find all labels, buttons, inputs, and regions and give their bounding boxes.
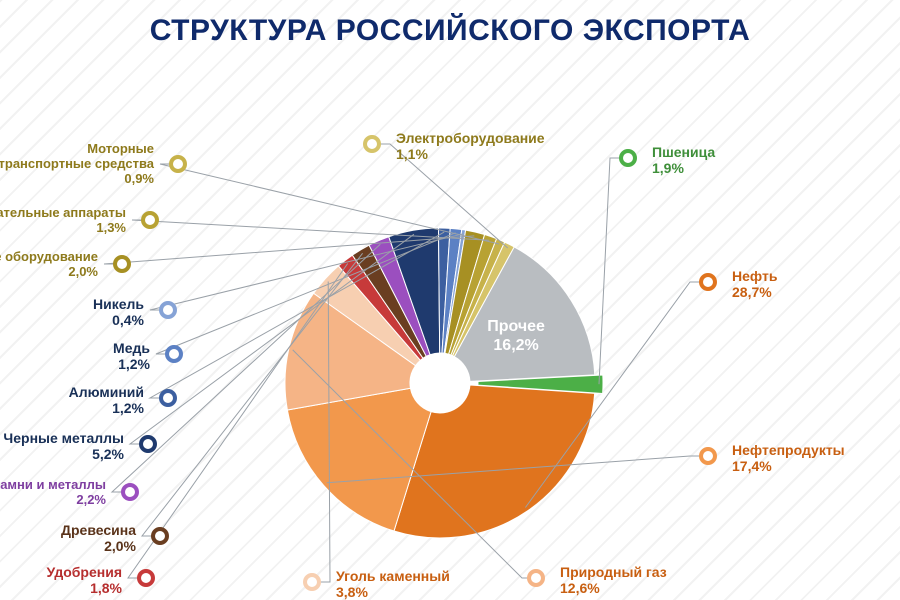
callout-ring-aircraft xyxy=(141,211,159,229)
callout-ring-wheat xyxy=(619,149,637,167)
slice-other-name: Прочее xyxy=(487,318,545,335)
callout-name-ferrous: Черные металлы xyxy=(3,430,124,446)
callout-label-wood: Древесина2,0% xyxy=(61,522,136,554)
callout-ring-ferrous xyxy=(139,435,157,453)
callout-value-gas: 12,6% xyxy=(560,580,600,596)
callout-ring-fert xyxy=(137,569,155,587)
callout-ring-gems xyxy=(121,483,139,501)
callout-name-eleceq: Электроборудование xyxy=(396,130,545,146)
callout-ring-oilprod xyxy=(699,447,717,465)
callout-name-oilprod: Нефтепродукты xyxy=(732,442,845,458)
callout-name-motor: Моторные xyxy=(87,141,154,156)
callout-label-alu: Алюминий1,2% xyxy=(69,384,144,416)
slice-other-label: Прочее 16,2% xyxy=(461,317,571,355)
callout-ring-alu xyxy=(159,389,177,407)
callout-name-aircraft: Летательные аппараты xyxy=(0,205,126,220)
callout-name-oil: Нефть xyxy=(732,268,777,284)
callout-value-copper: 1,2% xyxy=(118,356,150,372)
callout-value-oilprod: 17,4% xyxy=(732,458,772,474)
callout-label-ferrous: Черные металлы5,2% xyxy=(3,430,124,462)
callout-value-motor: 0,9% xyxy=(124,171,154,186)
callout-value-oil: 28,7% xyxy=(732,284,772,300)
callout-name-wood: Древесина xyxy=(61,522,136,538)
callout-name-fert: Удобрения xyxy=(47,564,122,580)
callout-label-eleceq: Электроборудование1,1% xyxy=(396,130,545,162)
callout-ring-motor xyxy=(169,155,187,173)
callout-ring-wood xyxy=(151,527,169,545)
callout-ring-coal xyxy=(303,573,321,591)
leader-motor xyxy=(160,164,499,244)
callout-value-coal: 3,8% xyxy=(336,584,368,600)
callout-value-alu: 1,2% xyxy=(112,400,144,416)
callout-name-alu: Алюминий xyxy=(69,384,144,400)
slice-other-value: 16,2% xyxy=(493,337,538,354)
callout-label-wheat: Пшеница1,9% xyxy=(652,144,715,176)
callout-label-oil: Нефть28,7% xyxy=(732,268,777,300)
callout-label-gas: Природный газ12,6% xyxy=(560,564,667,596)
pie-chart: Прочее 16,2% Пшеница1,9% Нефть28,7% Нефтепро… xyxy=(0,48,900,600)
callout-label-copper: Медь1,2% xyxy=(113,340,150,372)
callout-value-gems: 2,2% xyxy=(76,492,106,507)
callout-value-ferrous: 5,2% xyxy=(92,446,124,462)
callout-label-gems: Драг. камни и металлы2,2% xyxy=(0,478,106,508)
callout-name-gas: Природный газ xyxy=(560,564,667,580)
callout-label-nickel: Никель0,4% xyxy=(93,296,144,328)
chart-title: СТРУКТУРА РОССИЙСКОГО ЭКСПОРТА xyxy=(0,0,900,48)
callout-name-gems: Драг. камни и металлы xyxy=(0,477,106,492)
callout-value-aircraft: 1,3% xyxy=(96,220,126,235)
callout-label-oilprod: Нефтепродукты17,4% xyxy=(732,442,845,474)
callout-label-fert: Удобрения1,8% xyxy=(47,564,122,596)
callout-ring-gas xyxy=(527,569,545,587)
callout-ring-oil xyxy=(699,273,717,291)
callout-ring-mecheq xyxy=(113,255,131,273)
callout-value-mecheq: 2,0% xyxy=(68,264,98,279)
callout-name-coal: Уголь каменный xyxy=(336,568,450,584)
callout-value-wood: 2,0% xyxy=(104,538,136,554)
leader-wheat xyxy=(599,158,628,384)
donut-hole xyxy=(410,353,470,413)
callout-name-nickel: Никель xyxy=(93,296,144,312)
callout-label-coal: Уголь каменный3,8% xyxy=(336,568,450,600)
callout-ring-nickel xyxy=(159,301,177,319)
callout-name2-motor: транспортные средства xyxy=(0,156,154,171)
callout-name-wheat: Пшеница xyxy=(652,144,715,160)
callout-value-nickel: 0,4% xyxy=(112,312,144,328)
callout-ring-copper xyxy=(165,345,183,363)
callout-label-aircraft: Летательные аппараты1,3% xyxy=(0,206,126,236)
callout-value-eleceq: 1,1% xyxy=(396,146,428,162)
callout-label-motor: Моторныетранспортные средства0,9% xyxy=(0,142,154,187)
callout-name-mecheq: Механическое оборудование xyxy=(0,249,98,264)
callout-name-copper: Медь xyxy=(113,340,150,356)
callout-value-fert: 1,8% xyxy=(90,580,122,596)
callout-ring-eleceq xyxy=(363,135,381,153)
callout-value-wheat: 1,9% xyxy=(652,160,684,176)
callout-label-mecheq: Механическое оборудование2,0% xyxy=(0,250,98,280)
